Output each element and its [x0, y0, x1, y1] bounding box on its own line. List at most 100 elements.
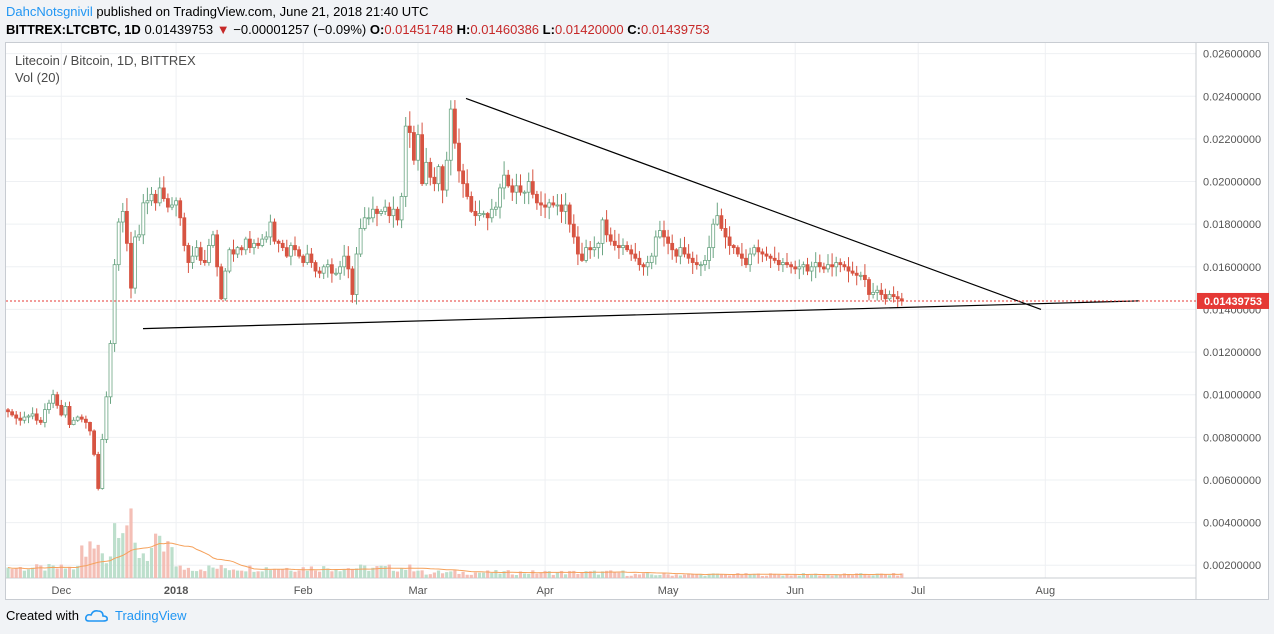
volume-bar	[199, 569, 203, 578]
candle-body	[317, 270, 322, 274]
candle-body	[18, 417, 23, 421]
volume-bar	[436, 570, 441, 578]
candle-body	[547, 202, 552, 208]
volume-bar	[539, 572, 543, 578]
volume-bar	[719, 574, 723, 578]
volume-bar	[879, 573, 883, 578]
candle-body	[871, 291, 875, 295]
candle-body	[625, 245, 629, 251]
volume-bar	[338, 571, 342, 578]
volume-bar	[215, 568, 219, 578]
candle-body	[84, 418, 88, 423]
candle-body	[47, 402, 51, 411]
ohlc-line: BITTREX:LTCBTC, 1D 0.01439753 ▼ −0.00001…	[6, 22, 710, 37]
symbol-label: BITTREX:LTCBTC, 1D	[6, 22, 141, 37]
candle-body	[461, 170, 466, 185]
candle-body	[104, 396, 109, 440]
candle-body	[785, 262, 789, 266]
volume-bar	[691, 573, 695, 578]
volume-bar	[51, 565, 55, 578]
volume-bar	[637, 574, 641, 578]
author-link[interactable]: DahcNotsgnivil	[6, 4, 93, 19]
volume-bar	[424, 574, 428, 578]
y-tick-label: 0.01200000	[1203, 347, 1261, 359]
volume-bar	[469, 574, 473, 578]
volume-bar	[256, 571, 260, 578]
candle-body	[854, 272, 859, 276]
volume-bar	[178, 565, 182, 578]
candle-body	[387, 206, 392, 217]
volume-bar	[805, 574, 810, 578]
volume-bar	[244, 571, 248, 578]
volume-bar	[851, 575, 855, 578]
created-with-label: Created with	[6, 608, 79, 623]
candle-body	[79, 416, 84, 420]
volume-bar	[773, 573, 777, 578]
candle-body	[457, 142, 461, 172]
volume-bar	[293, 571, 297, 578]
candle-body	[100, 439, 105, 489]
candle-body	[899, 298, 904, 302]
volume-bar	[900, 573, 904, 578]
candle-body	[805, 264, 810, 272]
volume-bar	[744, 573, 748, 578]
volume-bar	[535, 573, 539, 578]
down-arrow-icon: ▼	[216, 22, 230, 37]
volume-bar	[564, 574, 568, 578]
volume-bar	[752, 573, 756, 578]
candle-body	[366, 217, 371, 220]
candle-body	[744, 257, 748, 266]
volume-bar	[441, 573, 445, 578]
volume-bar	[617, 572, 621, 578]
candle-body	[850, 270, 855, 274]
tradingview-link[interactable]: TradingView	[114, 608, 187, 623]
y-tick-label: 0.01800000	[1203, 219, 1261, 231]
chart-panel[interactable]	[5, 42, 1269, 600]
volume-bar	[432, 572, 436, 578]
publish-line: DahcNotsgnivil published on TradingView.…	[6, 4, 429, 19]
candle-body	[707, 247, 711, 261]
candle-body	[358, 228, 363, 255]
volume-bar	[207, 565, 211, 578]
candle-body	[748, 253, 752, 266]
y-tick-label: 0.00800000	[1203, 432, 1261, 444]
candle-body	[174, 200, 179, 206]
volume-bar	[231, 569, 236, 578]
candle-body	[448, 108, 453, 161]
candle-body	[858, 274, 863, 277]
y-tick-label: 0.02200000	[1203, 134, 1261, 146]
candle-body	[67, 406, 72, 425]
volume-bar	[264, 567, 268, 578]
high-value: 0.01460386	[470, 22, 540, 37]
candle-body	[678, 247, 683, 257]
volume-bar	[555, 572, 559, 578]
volume-bar	[654, 575, 658, 578]
volume-bar	[547, 571, 551, 578]
volume-bar	[748, 574, 752, 578]
candle-body	[288, 245, 293, 257]
candle-body	[260, 238, 265, 246]
candle-body	[662, 230, 666, 238]
candle-body	[715, 215, 720, 225]
x-tick-label: Apr	[537, 585, 554, 597]
candle-body	[420, 134, 425, 185]
candle-body	[194, 247, 199, 257]
candle-body	[555, 204, 560, 207]
candle-body	[178, 200, 183, 219]
volume-bar	[416, 570, 420, 578]
published-text: published on TradingView.com, June 21, 2…	[96, 4, 429, 19]
volume-bar	[580, 572, 584, 578]
volume-bar	[543, 570, 547, 578]
volume-bar	[367, 570, 371, 578]
volume-bar	[289, 570, 293, 578]
candle-body	[649, 255, 654, 263]
volume-bar	[318, 571, 322, 578]
candle-body	[223, 270, 228, 300]
candle-body	[776, 260, 781, 266]
candle-body	[756, 247, 761, 253]
volume-bar	[613, 571, 617, 578]
candle-body	[379, 210, 384, 214]
candle-body	[781, 262, 785, 266]
tradingview-cloud-icon	[84, 609, 108, 622]
